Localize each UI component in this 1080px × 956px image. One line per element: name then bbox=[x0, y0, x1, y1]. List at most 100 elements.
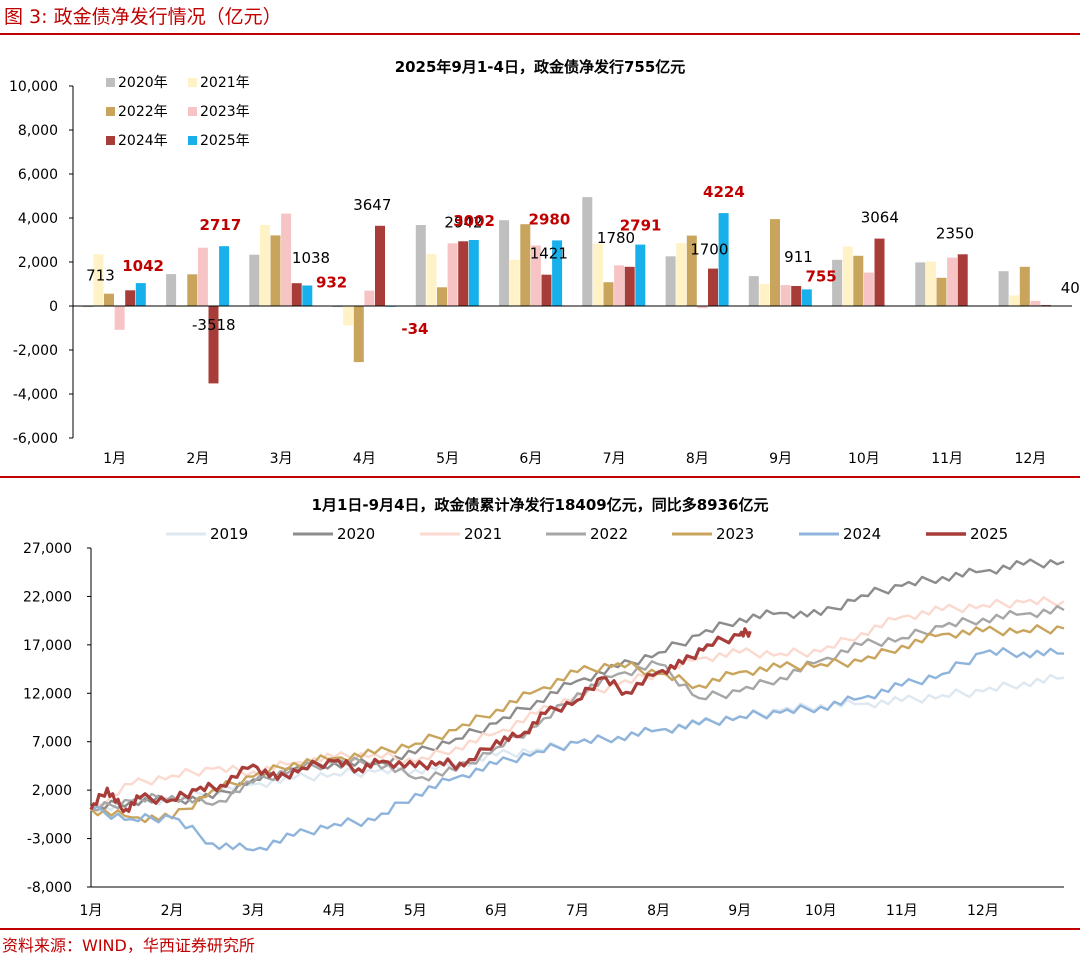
bar bbox=[874, 238, 885, 306]
bar bbox=[343, 306, 354, 326]
x-tick-label: 12月 bbox=[967, 903, 999, 919]
bar-chart-title: 2025年9月1-4日，政金债净发行755亿元 bbox=[395, 58, 686, 76]
x-tick-label: 7月 bbox=[566, 903, 589, 919]
data-label: -34 bbox=[401, 320, 428, 338]
x-tick-label: 11月 bbox=[886, 903, 918, 919]
x-tick-label: 4月 bbox=[353, 451, 376, 467]
x-tick-label: 6月 bbox=[519, 451, 542, 467]
x-tick-label: 8月 bbox=[647, 903, 670, 919]
y-tick-label: 27,000 bbox=[23, 541, 72, 557]
bar bbox=[93, 254, 104, 306]
bar bbox=[208, 306, 219, 384]
figure-title: 图 3: 政金债净发行情况（亿元） bbox=[4, 6, 282, 28]
bar bbox=[447, 243, 458, 306]
legend-swatch bbox=[188, 107, 197, 116]
series-line-2025 bbox=[89, 627, 752, 814]
bar bbox=[635, 244, 646, 306]
bar bbox=[925, 261, 936, 306]
bar bbox=[353, 306, 364, 363]
data-label: 1421 bbox=[530, 245, 568, 263]
legend-label: 2023 bbox=[716, 525, 754, 543]
bar bbox=[708, 268, 718, 306]
legend-label: 2025年 bbox=[200, 133, 250, 149]
legend-label: 2023年 bbox=[200, 104, 250, 120]
bar bbox=[166, 274, 177, 306]
data-label: 4224 bbox=[703, 183, 745, 201]
bar bbox=[832, 259, 843, 306]
bar bbox=[780, 285, 791, 306]
legend-label: 2022 bbox=[590, 525, 628, 543]
y-tick-label: 2,000 bbox=[18, 255, 58, 271]
bar bbox=[426, 253, 437, 306]
cumulative-net-issuance-line-chart: 1月1日-9月4日，政金债累计净发行18409亿元，同比多8936亿元 27,00… bbox=[23, 496, 1065, 919]
bar bbox=[104, 293, 114, 306]
legend-label: 2019 bbox=[210, 525, 248, 543]
bar bbox=[530, 245, 541, 306]
y-tick-label: -8,000 bbox=[27, 880, 72, 896]
x-tick-label: 3月 bbox=[242, 903, 265, 919]
y-tick-label: -6,000 bbox=[13, 431, 58, 447]
bar bbox=[541, 274, 552, 306]
bar bbox=[697, 306, 708, 309]
bar bbox=[302, 285, 313, 306]
bottom-rule bbox=[0, 928, 1080, 930]
bar bbox=[552, 240, 563, 306]
bar bbox=[125, 290, 136, 306]
bar bbox=[114, 306, 125, 330]
x-tick-label: 11月 bbox=[931, 451, 963, 467]
legend-label: 2021年 bbox=[200, 75, 250, 91]
legend-label: 2024 bbox=[843, 525, 881, 543]
data-label: 1700 bbox=[690, 241, 728, 259]
legend-swatch bbox=[188, 78, 197, 87]
bar bbox=[249, 254, 260, 306]
legend-label: 2021 bbox=[464, 525, 502, 543]
data-label: -3518 bbox=[192, 316, 236, 334]
bar bbox=[770, 219, 780, 306]
top-rule bbox=[0, 33, 1080, 35]
x-tick-label: 7月 bbox=[603, 451, 626, 467]
x-tick-label: 5月 bbox=[436, 451, 459, 467]
data-label: 755 bbox=[805, 267, 836, 285]
y-tick-label: 22,000 bbox=[23, 589, 72, 605]
bar bbox=[291, 283, 302, 306]
middle-rule bbox=[0, 476, 1080, 478]
x-tick-label: 1月 bbox=[80, 903, 103, 919]
data-label: 2350 bbox=[936, 224, 974, 242]
y-tick-label: 17,000 bbox=[23, 638, 72, 654]
legend-label: 2020 bbox=[337, 525, 375, 543]
data-label: 3064 bbox=[861, 209, 899, 227]
bar bbox=[801, 289, 812, 306]
bar bbox=[624, 266, 635, 306]
x-tick-label: 4月 bbox=[323, 903, 346, 919]
x-tick-label: 1月 bbox=[103, 451, 126, 467]
bar bbox=[375, 225, 385, 306]
bar bbox=[520, 224, 531, 306]
x-tick-label: 9月 bbox=[769, 451, 792, 467]
y-tick-label: 0 bbox=[49, 299, 58, 315]
data-label: 713 bbox=[86, 266, 115, 284]
y-tick-label: 7,000 bbox=[32, 735, 72, 751]
y-tick-label: 10,000 bbox=[9, 79, 58, 95]
bar bbox=[947, 257, 958, 306]
bar bbox=[614, 265, 625, 306]
bar bbox=[665, 256, 676, 306]
bar bbox=[842, 246, 853, 306]
x-tick-label: 9月 bbox=[728, 903, 751, 919]
bar bbox=[197, 247, 208, 306]
data-label: 1780 bbox=[597, 229, 635, 247]
bar bbox=[499, 220, 510, 306]
x-tick-label: 2月 bbox=[161, 903, 184, 919]
y-tick-label: -2,000 bbox=[13, 343, 58, 359]
legend-label: 2020年 bbox=[118, 75, 168, 91]
bar bbox=[1030, 300, 1041, 306]
bar bbox=[458, 241, 469, 306]
legend-label: 2025 bbox=[970, 525, 1008, 543]
y-tick-label: 6,000 bbox=[18, 167, 58, 183]
bar bbox=[437, 287, 447, 306]
bar bbox=[718, 213, 729, 306]
y-tick-label: -3,000 bbox=[27, 832, 72, 848]
legend-label: 2024年 bbox=[118, 133, 168, 149]
bar bbox=[791, 286, 802, 306]
line-chart-title: 1月1日-9月4日，政金债累计净发行18409亿元，同比多8936亿元 bbox=[312, 496, 769, 514]
monthly-net-issuance-bar-chart: 2025年9月1-4日，政金债净发行755亿元 10,000 8,000 6,000 4… bbox=[9, 58, 1080, 467]
